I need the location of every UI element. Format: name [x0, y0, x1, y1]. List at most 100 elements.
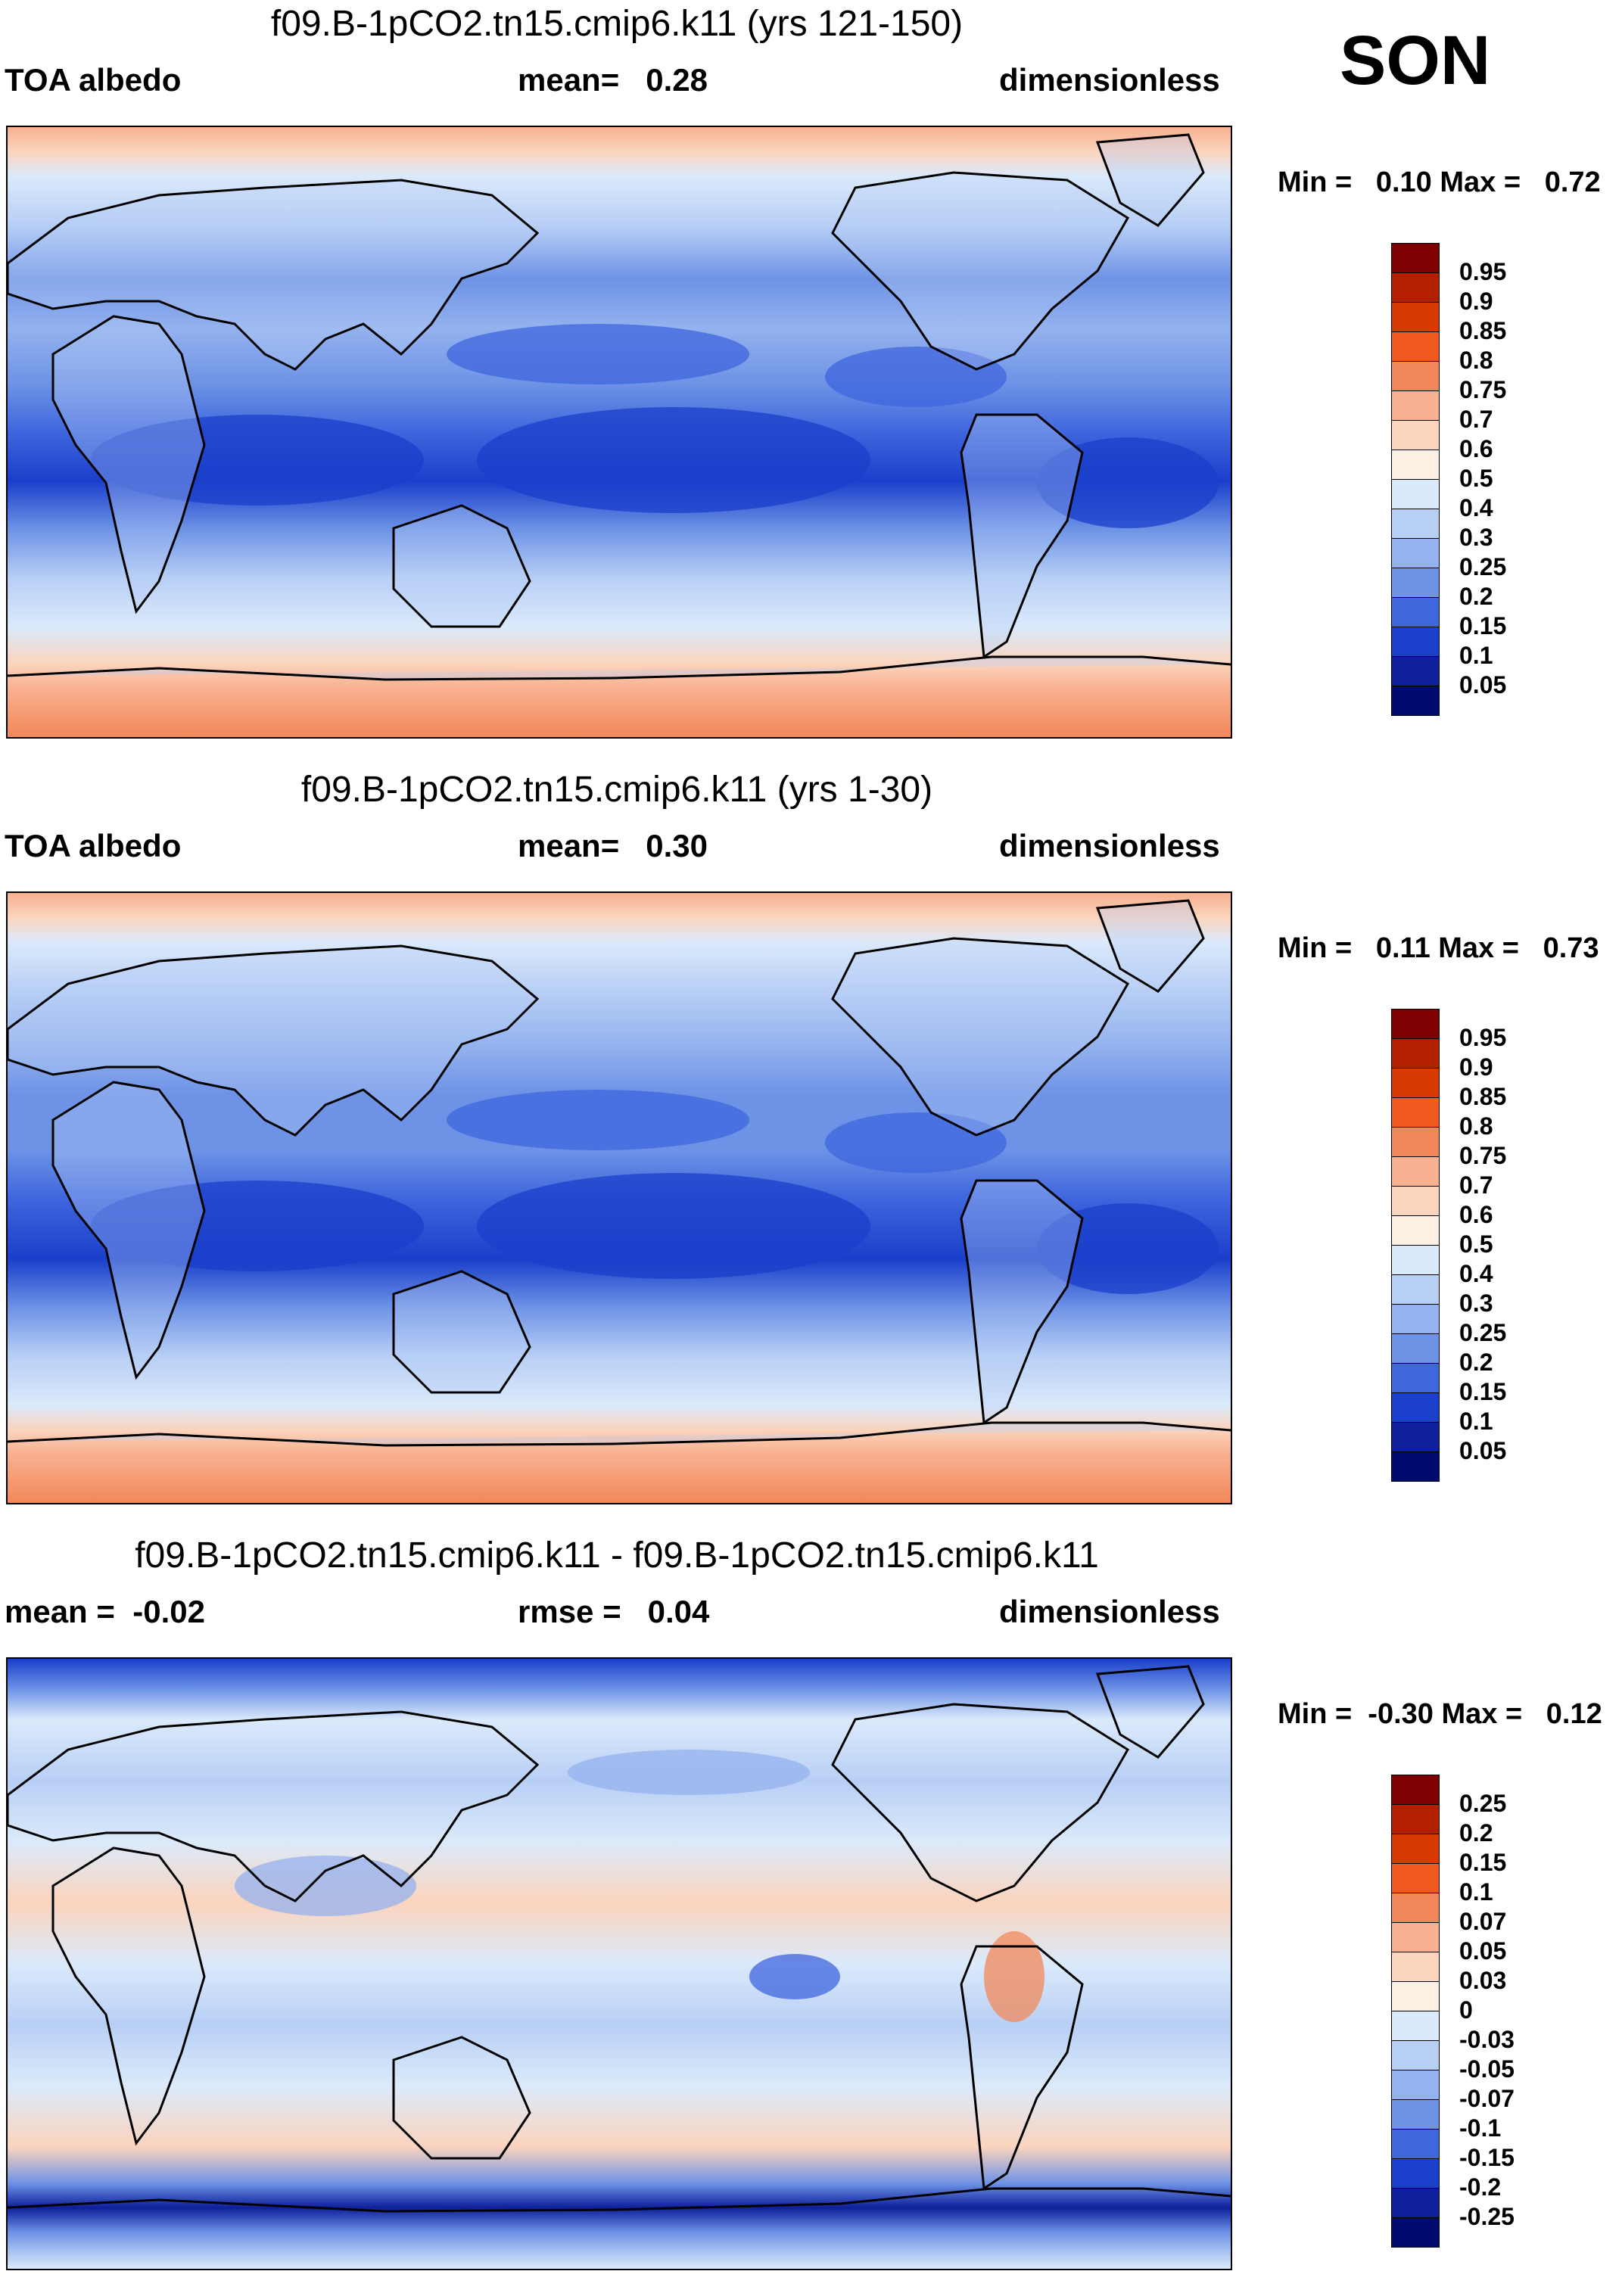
- colorbar-swatch: [1391, 2040, 1440, 2070]
- colorbar-tick-label: 0.3: [1459, 524, 1493, 551]
- panel-title: f09.B-1pCO2.tn15.cmip6.k11 - f09.B-1pCO2…: [135, 1535, 1099, 1576]
- min-max-label: Min = 0.10 Max = 0.72: [1278, 166, 1601, 198]
- colorbar-tick-label: 0.1: [1459, 642, 1493, 669]
- colorbar-tick-label: 0.15: [1459, 612, 1507, 639]
- colorbar-swatch: [1391, 538, 1440, 568]
- colorbar-tick-label: -0.15: [1459, 2144, 1515, 2171]
- colorbar-tick-label: 0.3: [1459, 1290, 1493, 1317]
- colorbar-tick-label: 0.07: [1459, 1908, 1507, 1935]
- field-background: [8, 1659, 1231, 2269]
- colorbar-swatch: [1391, 479, 1440, 509]
- coastline: [8, 1421, 1231, 1447]
- colorbar-swatch: [1391, 2070, 1440, 2100]
- colorbar-swatch: [1391, 2099, 1440, 2130]
- coastline: [831, 937, 1130, 1137]
- colorbar-tick-label: 0.95: [1459, 1024, 1507, 1051]
- field-feature: [1037, 1203, 1219, 1294]
- colorbar-tick-label: -0.1: [1459, 2114, 1502, 2142]
- units-label: dimensionless: [999, 62, 1220, 98]
- colorbar-swatch: [1391, 568, 1440, 598]
- colorbar-swatch: [1391, 361, 1440, 391]
- season-label: SON: [1340, 22, 1491, 99]
- colorbar-swatch: [1391, 450, 1440, 480]
- colorbar-swatch: [1391, 597, 1440, 627]
- colorbar-tick-label: 0.2: [1459, 583, 1493, 610]
- coastline: [51, 315, 206, 614]
- colorbar-swatch: [1391, 272, 1440, 303]
- colorbar-tick-label: -0.25: [1459, 2203, 1515, 2230]
- coastline: [960, 1179, 1084, 1425]
- colorbar-swatch: [1391, 1922, 1440, 1952]
- colorbar-swatch: [1391, 2129, 1440, 2159]
- colorbar-swatch: [1391, 390, 1440, 421]
- coastline: [8, 1710, 540, 1902]
- colorbar-swatch: [1391, 1775, 1440, 1805]
- coastline: [51, 1081, 206, 1380]
- colorbar-tick-label: -0.05: [1459, 2055, 1515, 2083]
- colorbar-swatch: [1391, 243, 1440, 273]
- coastline: [8, 179, 540, 371]
- colorbar-tick-label: 0.5: [1459, 465, 1493, 492]
- colorbar-swatch: [1391, 1804, 1440, 1834]
- coastline: [1095, 899, 1205, 993]
- colorbar-swatch: [1391, 1186, 1440, 1216]
- colorbar-swatch: [1391, 1097, 1440, 1128]
- colorbar-tick-label: -0.07: [1459, 2085, 1515, 2112]
- colorbar-swatch: [1391, 2217, 1440, 2248]
- mean-label: mean = -0.02: [5, 1594, 205, 1629]
- colorbar-swatch: [1391, 1156, 1440, 1187]
- colorbar-swatch: [1391, 686, 1440, 716]
- colorbar: 0.95 0.9 0.85 0.8 0.75 0.7 0.6 0.5 0.4 0.3 0.25 0.2…: [1391, 243, 1506, 716]
- panel-title: f09.B-1pCO2.tn15.cmip6.k11 (yrs 1-30): [300, 770, 933, 810]
- colorbar-tick-label: 0.03: [1459, 1967, 1507, 1994]
- colorbar-swatch: [1391, 1422, 1440, 1452]
- colorbar-tick-label: 0.95: [1459, 258, 1507, 285]
- colorbar-swatch: [1391, 1863, 1440, 1893]
- colorbar-tick-label: 0.75: [1459, 376, 1507, 403]
- colorbar-swatch: [1391, 1834, 1440, 1864]
- colorbar-tick-label: 0.75: [1459, 1142, 1507, 1169]
- colorbar-tick-label: 0.2: [1459, 1819, 1493, 1846]
- field-feature: [91, 415, 424, 506]
- field-feature: [568, 1750, 810, 1795]
- coastline: [831, 1703, 1130, 1902]
- colorbar-tick-label: 0.85: [1459, 1083, 1507, 1110]
- colorbar-swatch: [1391, 1363, 1440, 1393]
- mean-label: mean= 0.30: [518, 828, 708, 863]
- colorbar-tick-label: 0.1: [1459, 1408, 1493, 1435]
- colorbar-swatch: [1391, 1333, 1440, 1364]
- colorbar-swatch: [1391, 1009, 1440, 1039]
- colorbar-tick-label: 0.6: [1459, 435, 1493, 462]
- coastline: [8, 655, 1231, 681]
- field-feature: [477, 1173, 870, 1279]
- albedo-map: [6, 126, 1232, 739]
- colorbar-tick-label: -0.2: [1459, 2173, 1502, 2201]
- colorbar: 0.95 0.9 0.85 0.8 0.75 0.7 0.6 0.5 0.4 0.3 0.25 0.2…: [1391, 1009, 1506, 1482]
- units-label: dimensionless: [999, 1594, 1220, 1629]
- map-canvas: [8, 127, 1231, 737]
- colorbar-tick-label: 0.15: [1459, 1378, 1507, 1405]
- map-canvas: [8, 1659, 1231, 2269]
- coastline: [831, 171, 1130, 371]
- colorbar-tick-label: 0.6: [1459, 1201, 1493, 1228]
- coastline: [392, 504, 531, 628]
- field-feature: [91, 1181, 424, 1271]
- map-panel-1: f09.B-1pCO2.tn15.cmip6.k11 (yrs 121-150)…: [0, 0, 1622, 764]
- colorbar-tick-label: 0: [1459, 1996, 1473, 2024]
- colorbar-swatch: [1391, 2158, 1440, 2189]
- colorbar-swatch: [1391, 509, 1440, 539]
- coastline: [8, 2187, 1231, 2213]
- colorbar-tick-label: 0.15: [1459, 1849, 1507, 1876]
- colorbar-swatch: [1391, 420, 1440, 450]
- colorbar-tick-label: 0.9: [1459, 1053, 1493, 1081]
- colorbar-swatch: [1391, 331, 1440, 362]
- colorbar-swatch: [1391, 656, 1440, 686]
- colorbar-swatch: [1391, 2188, 1440, 2218]
- coastline: [392, 1270, 531, 1394]
- difference-map: [6, 1657, 1232, 2270]
- coastline: [392, 2036, 531, 2160]
- colorbar-swatch: [1391, 1274, 1440, 1305]
- panel-title: f09.B-1pCO2.tn15.cmip6.k11 (yrs 121-150): [270, 4, 964, 44]
- rmse-label: rmse = 0.04: [518, 1594, 710, 1629]
- colorbar-tick-label: 0.4: [1459, 494, 1493, 521]
